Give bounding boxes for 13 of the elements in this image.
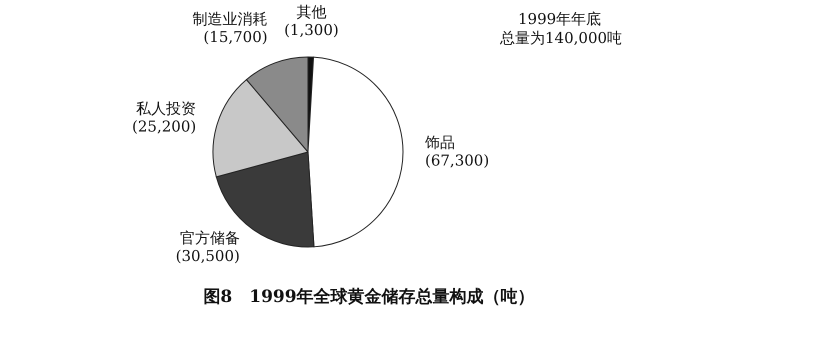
slice-label: 私人投资 (136, 99, 196, 118)
data-label: (25,200) (132, 117, 196, 136)
slice-label: 官方储备 (180, 229, 240, 248)
data-label: (1,300) (284, 21, 339, 40)
text: 图8 1999年全球黄金储存总量构成（吨） (203, 287, 535, 307)
text: 1999年年底 (518, 10, 602, 28)
slice-label: 制造业消耗 (192, 10, 268, 28)
slice-label: 其他 (296, 3, 326, 22)
text: 总量为140,000吨 (499, 29, 622, 47)
data-label: (67,300) (425, 152, 490, 170)
slice-label: 饰品 (424, 134, 455, 152)
data-label: (30,500) (176, 247, 240, 266)
data-label: (15,700) (203, 28, 268, 46)
